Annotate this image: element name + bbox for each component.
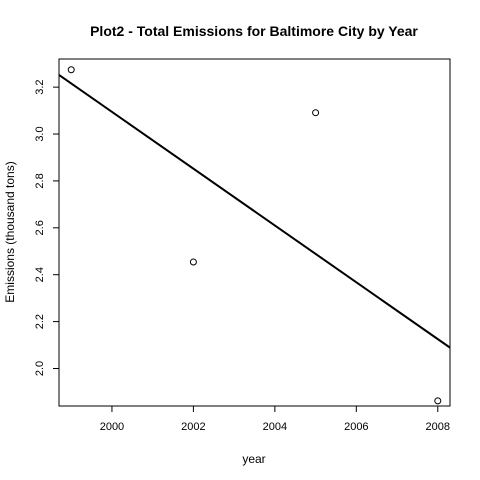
y-tick-label: 2.2 [34, 314, 46, 329]
y-tick-label: 2.6 [34, 220, 46, 235]
y-axis-label: Emissions (thousand tons) [3, 161, 17, 302]
y-tick-label: 2.8 [34, 173, 46, 188]
x-tick-label: 2000 [100, 421, 124, 433]
y-axis: 2.0 2.2 2.4 2.6 2.8 3.0 3.2 [34, 79, 59, 376]
y-tick-label: 2.4 [34, 267, 46, 282]
x-axis: 2000 2002 2004 2006 2008 [100, 406, 450, 433]
x-tick-label: 2002 [181, 421, 205, 433]
y-tick-label: 3.2 [34, 79, 46, 94]
data-point [67, 66, 75, 74]
data-point [434, 397, 442, 405]
x-tick-label: 2006 [344, 421, 368, 433]
x-tick-label: 2008 [426, 421, 450, 433]
chart-title: Plot2 - Total Emissions for Baltimore Ci… [90, 23, 418, 39]
y-tick-label: 2.0 [34, 361, 46, 376]
y-tick-label: 3.0 [34, 126, 46, 141]
x-axis-label: year [242, 452, 265, 466]
regression-line [58, 74, 451, 349]
x-tick-label: 2004 [263, 421, 287, 433]
data-point [189, 258, 197, 266]
data-points [67, 66, 442, 405]
regression-line-group [58, 74, 451, 349]
plot-frame [58, 58, 451, 407]
data-point [312, 109, 320, 117]
